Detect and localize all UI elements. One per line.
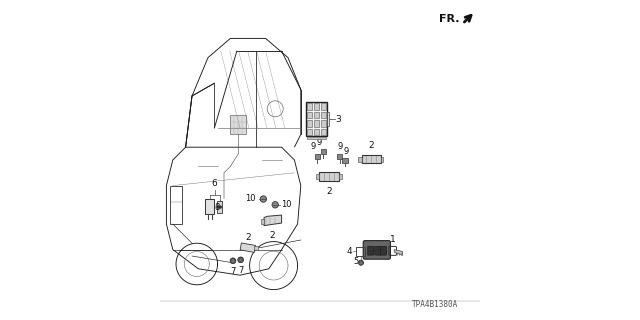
Bar — [342, 158, 348, 163]
Bar — [261, 219, 264, 224]
Bar — [240, 243, 255, 252]
Text: 9: 9 — [311, 142, 316, 151]
Bar — [307, 112, 312, 118]
Circle shape — [272, 202, 278, 208]
Bar — [321, 112, 326, 118]
Circle shape — [217, 206, 220, 208]
Text: 10: 10 — [245, 194, 255, 203]
Bar — [254, 245, 257, 250]
Bar — [337, 154, 342, 159]
Bar — [327, 113, 330, 126]
Bar — [321, 129, 326, 135]
Circle shape — [238, 257, 243, 263]
Text: TPA4B1380A: TPA4B1380A — [412, 300, 458, 309]
Text: 1: 1 — [390, 235, 396, 244]
Circle shape — [220, 206, 222, 208]
Text: 2: 2 — [326, 187, 332, 196]
Bar — [362, 155, 381, 163]
Bar — [356, 247, 365, 256]
Text: 7: 7 — [230, 267, 236, 276]
Circle shape — [230, 258, 236, 264]
FancyBboxPatch shape — [364, 241, 390, 259]
Bar — [316, 174, 319, 179]
Bar — [321, 120, 326, 127]
Bar — [314, 112, 319, 118]
Bar — [230, 115, 246, 134]
Text: 2: 2 — [245, 233, 250, 242]
Circle shape — [358, 260, 364, 265]
Bar — [217, 201, 222, 213]
Text: 4: 4 — [347, 247, 353, 256]
Bar — [307, 129, 312, 135]
Text: 9: 9 — [344, 147, 349, 156]
Bar — [314, 103, 319, 110]
Bar — [339, 174, 342, 179]
Polygon shape — [264, 215, 282, 226]
FancyBboxPatch shape — [380, 246, 387, 255]
Text: 8: 8 — [214, 203, 220, 212]
Text: FR.: FR. — [438, 14, 460, 24]
Circle shape — [260, 196, 267, 202]
Text: 7: 7 — [238, 266, 243, 275]
Bar — [314, 120, 319, 127]
Text: 9: 9 — [317, 138, 322, 147]
Bar — [307, 120, 312, 127]
Bar — [306, 102, 327, 136]
Text: 2: 2 — [270, 231, 275, 240]
Text: 5: 5 — [353, 257, 358, 266]
Bar — [315, 154, 320, 159]
Text: 3: 3 — [335, 115, 341, 124]
Bar — [307, 137, 326, 139]
Text: 10: 10 — [280, 200, 291, 209]
Bar — [381, 156, 383, 162]
Bar — [321, 149, 326, 154]
Bar — [319, 172, 339, 181]
FancyBboxPatch shape — [367, 246, 374, 255]
Text: 2: 2 — [369, 141, 374, 150]
Polygon shape — [394, 250, 403, 255]
Text: 9: 9 — [337, 142, 342, 151]
Bar — [314, 129, 319, 135]
Bar — [358, 156, 362, 162]
Bar — [205, 199, 214, 214]
Bar — [170, 186, 182, 224]
FancyBboxPatch shape — [375, 246, 381, 255]
Bar — [321, 103, 326, 110]
Bar — [307, 103, 312, 110]
Text: 6: 6 — [212, 179, 218, 188]
